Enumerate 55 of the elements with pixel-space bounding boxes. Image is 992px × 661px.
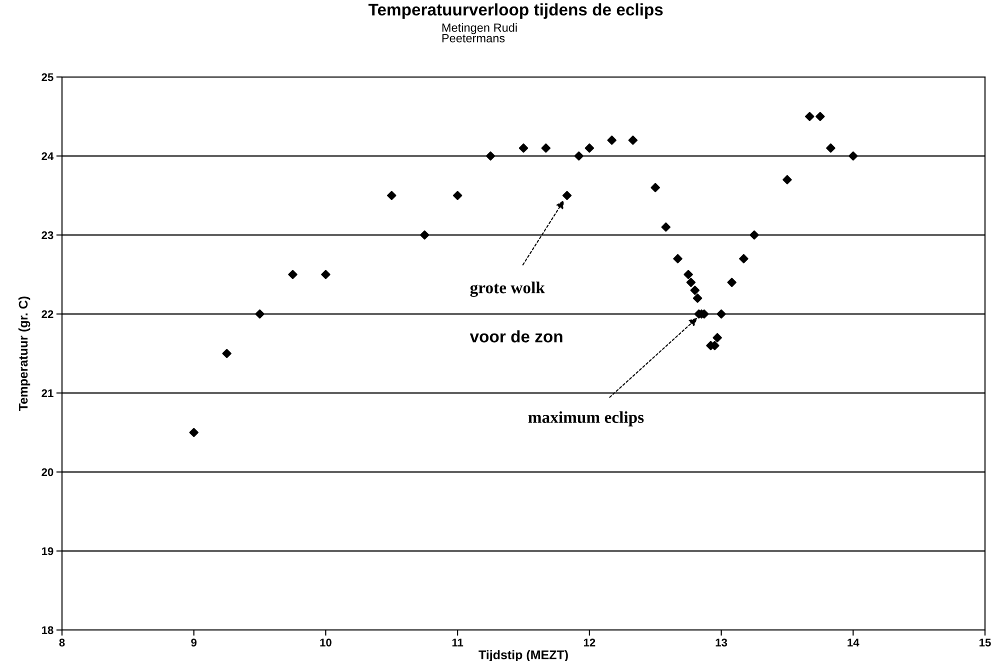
point (661, 222, 671, 232)
point (255, 309, 264, 319)
annotation: voor de zon (470, 330, 562, 342)
point (541, 143, 551, 153)
y-tick-label: 24 (42, 152, 54, 160)
point (518, 143, 528, 153)
point (222, 348, 232, 358)
x-tick-label: 12 (584, 638, 596, 646)
point (750, 230, 759, 240)
point (716, 309, 726, 319)
point (189, 428, 198, 438)
point (650, 182, 660, 192)
point (816, 112, 825, 122)
point (712, 333, 722, 342)
x-tick-label: 13 (716, 638, 728, 647)
y-tick-label: 20 (42, 468, 54, 476)
point (420, 230, 430, 240)
point (826, 143, 836, 153)
point (486, 151, 496, 161)
point (628, 136, 638, 145)
point (321, 270, 330, 280)
point (690, 286, 700, 295)
point (584, 143, 594, 153)
x-tick-label: 15 (980, 638, 991, 646)
point (452, 190, 462, 200)
x-tick-label: 11 (452, 638, 464, 646)
chart-subtitle: Metingen Rudi Peetermans (442, 23, 517, 42)
x-tick-label: 8 (59, 638, 65, 646)
y-tick-label: 25 (42, 73, 54, 82)
point (782, 175, 792, 184)
y-tick-label: 19 (42, 547, 54, 556)
y-tick-label: 22 (42, 310, 54, 318)
point (562, 190, 572, 200)
y-tick-label: 23 (42, 231, 54, 240)
point (387, 190, 396, 200)
annotation: grote wolk (470, 282, 545, 297)
point (739, 254, 748, 264)
annotation: maximum eclips (528, 411, 644, 426)
point (686, 278, 696, 288)
y-tick-label: 21 (42, 389, 54, 398)
y-tick-label: 18 (42, 626, 54, 634)
x-tick-label: 14 (848, 638, 860, 646)
x-tick-label: 10 (320, 638, 332, 646)
point (673, 254, 682, 264)
point (574, 151, 584, 161)
y-axis-title: Temperatuur (gr. C) (18, 296, 30, 411)
point (692, 294, 702, 303)
point (288, 270, 298, 280)
point (805, 112, 814, 122)
x-tick-label: 9 (191, 638, 197, 646)
point (848, 151, 858, 161)
point (684, 270, 693, 280)
point (727, 278, 736, 288)
point (607, 136, 616, 145)
chart-title: Temperatuurverloop tijdens de eclips (368, 3, 663, 19)
